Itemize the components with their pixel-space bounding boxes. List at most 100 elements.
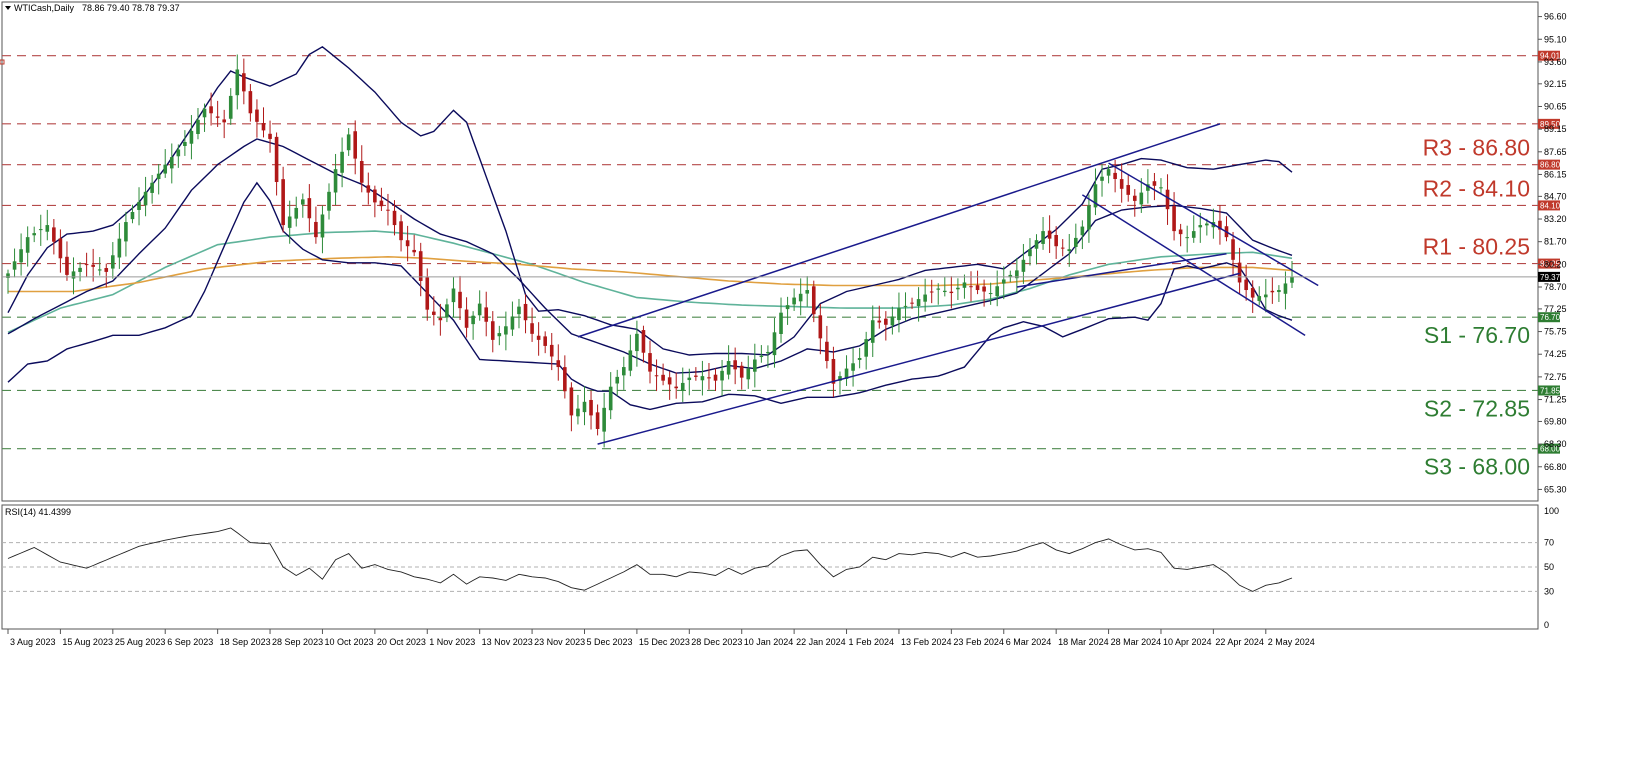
candle-body	[543, 336, 547, 346]
candle-body	[202, 108, 207, 118]
date-tick-label-24: 2 May 2024	[1268, 637, 1315, 647]
candle-body	[621, 367, 626, 376]
candle-body	[1001, 279, 1006, 284]
rsi-tick-label-0: 100	[1544, 506, 1559, 516]
candle-body	[556, 360, 561, 368]
date-tick-label-20: 18 Mar 2024	[1058, 637, 1109, 647]
price-tick-label-21: 65.30	[1544, 484, 1567, 494]
level-label-3: R2 - 84.10	[1423, 175, 1530, 201]
date-tick-label-18: 23 Feb 2024	[953, 637, 1004, 647]
date-tick-label-19: 6 Mar 2024	[1006, 637, 1052, 647]
candle-body	[897, 308, 901, 321]
candle-body	[418, 251, 423, 281]
rsi-header: RSI(14) 41.4399	[5, 507, 71, 517]
candle-body	[687, 377, 692, 381]
price-tick-label-13: 77.25	[1544, 304, 1567, 314]
candle-body	[949, 291, 954, 294]
candle-body	[753, 359, 757, 372]
candle-body	[1270, 290, 1275, 293]
candle-body	[1047, 230, 1052, 239]
candle-body	[1231, 239, 1235, 260]
candle-body	[707, 377, 711, 379]
candle-body	[1087, 205, 1091, 230]
candle-body	[720, 370, 724, 381]
trendline-3	[1081, 194, 1306, 336]
level-tag-3	[1538, 200, 1560, 211]
level-tag-4	[1538, 258, 1560, 269]
candle-body	[825, 341, 829, 362]
candle-body	[137, 201, 141, 210]
candle-body	[65, 256, 69, 275]
candle-body	[536, 335, 541, 340]
candle-body	[615, 376, 620, 384]
candle-body	[242, 73, 246, 92]
candle-body	[864, 339, 868, 357]
candle-body	[785, 305, 790, 310]
candle-body	[811, 286, 816, 315]
level-tag-text-5: 76.70	[1540, 313, 1561, 322]
candle-body	[923, 294, 927, 302]
candle-body	[1250, 287, 1255, 298]
level-label-4: R1 - 80.25	[1423, 234, 1530, 260]
candle-body	[523, 303, 528, 321]
candle-body	[359, 161, 364, 183]
candle-body	[104, 268, 109, 272]
price-tick-label-4: 90.65	[1544, 101, 1567, 111]
level-tag-text-4: 80.25	[1540, 260, 1561, 269]
candle-body	[1191, 231, 1196, 238]
candle-body	[956, 287, 960, 290]
candle-body	[667, 377, 672, 385]
candle-body	[975, 285, 980, 291]
candle-body	[1060, 247, 1065, 249]
candle-body	[1237, 262, 1242, 283]
trendline-4	[1016, 253, 1227, 288]
candle-body	[1172, 206, 1176, 232]
level-label-7: S3 - 68.00	[1424, 454, 1530, 480]
candle-body	[281, 179, 285, 226]
candle-body	[779, 312, 783, 335]
price-tick-label-8: 84.70	[1544, 191, 1567, 201]
candle-body	[58, 238, 63, 259]
candle-body	[1132, 195, 1137, 201]
candle-body	[497, 333, 502, 337]
candle-body	[838, 376, 842, 381]
candle-body	[870, 320, 875, 343]
candle-body	[929, 291, 934, 293]
candle-body	[327, 191, 331, 211]
date-tick-label-21: 28 Mar 2024	[1111, 637, 1162, 647]
candle-body	[425, 277, 430, 310]
candle-body	[988, 293, 993, 295]
candle-body	[294, 207, 299, 219]
candle-body	[1126, 185, 1131, 195]
bollinger-upper-line	[7, 45, 1293, 356]
candle-body	[877, 320, 882, 323]
date-tick-label-8: 1 Nov 2023	[429, 637, 475, 647]
level-tag-6	[1538, 385, 1560, 396]
candle-body	[1139, 192, 1144, 205]
date-tick-label-0: 3 Aug 2023	[10, 637, 56, 647]
candle-body	[1113, 172, 1117, 179]
price-tick-label-20: 66.80	[1544, 462, 1567, 472]
price-tick-label-3: 92.15	[1544, 79, 1567, 89]
level-tag-2	[1538, 159, 1560, 170]
date-tick-label-16: 1 Feb 2024	[849, 637, 895, 647]
collapse-triangle-icon[interactable]	[5, 6, 11, 10]
candle-body	[608, 386, 613, 411]
date-tick-label-11: 5 Dec 2023	[586, 637, 632, 647]
candle-body	[910, 302, 914, 304]
candle-body	[798, 293, 803, 302]
candle-body	[38, 229, 43, 231]
rsi-line	[7, 527, 1293, 592]
candle-body	[176, 149, 181, 157]
candle-body	[52, 227, 56, 242]
candle-body	[366, 185, 371, 193]
candle-body	[307, 198, 312, 219]
candle-body	[163, 164, 168, 174]
date-tick-label-1: 15 Aug 2023	[62, 637, 113, 647]
date-tick-label-10: 23 Nov 2023	[534, 637, 585, 647]
level-tag-text-1: 89.50	[1540, 120, 1561, 129]
candle-body	[78, 267, 82, 272]
candle-body	[1080, 226, 1085, 236]
candle-body	[156, 173, 161, 180]
